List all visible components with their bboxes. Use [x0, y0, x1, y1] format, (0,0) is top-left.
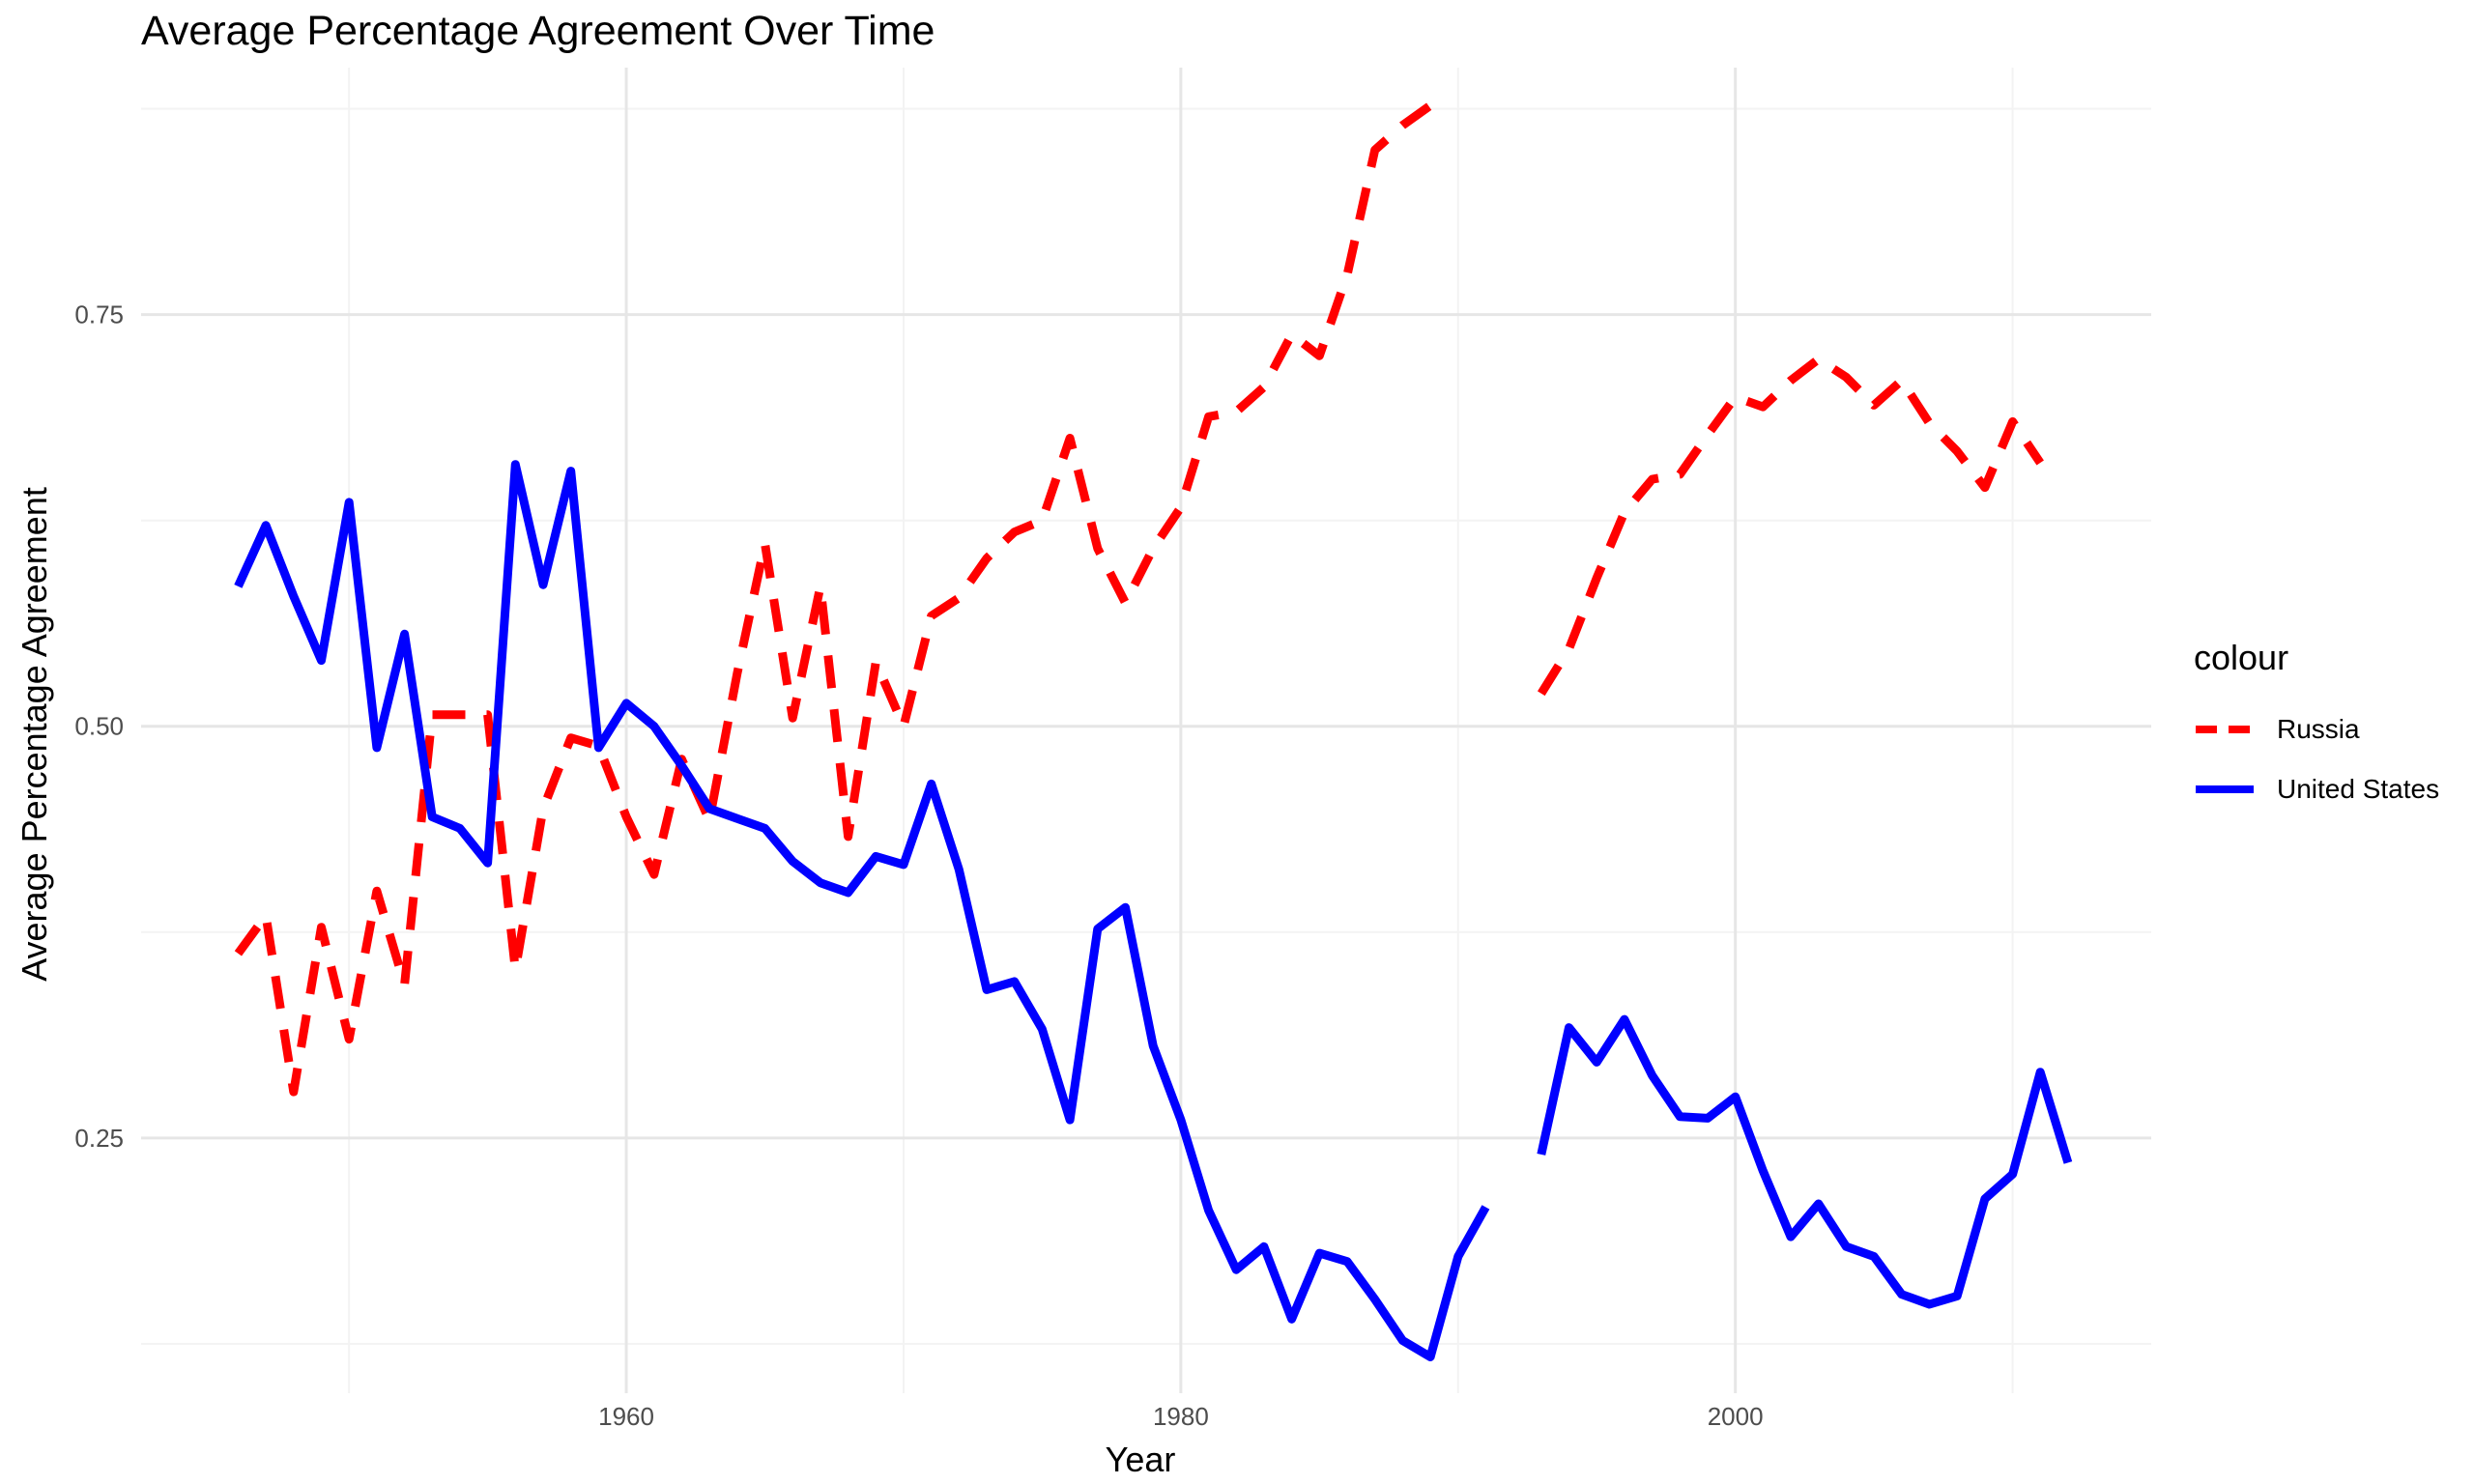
- series-line-united-states: [234, 460, 2073, 1361]
- legend-label-united-states: United States: [2277, 774, 2440, 804]
- legend: colour Russia United States: [2194, 638, 2439, 819]
- x-tick-label: 2000: [1708, 1402, 1764, 1431]
- legend-key-united-states: [2196, 785, 2254, 793]
- legend-title: colour: [2194, 638, 2289, 677]
- x-tick-label: 1980: [1153, 1402, 1209, 1431]
- legend-key-russia: [2196, 726, 2254, 733]
- chart-title: Average Percentage Agreement Over Time: [141, 8, 935, 54]
- y-tick-label: 0.25: [74, 1124, 124, 1153]
- x-axis-title: Year: [1106, 1440, 1176, 1479]
- series-layer: [234, 101, 2073, 1361]
- y-tick-label: 0.50: [74, 712, 124, 741]
- legend-item-united-states: United States: [2194, 759, 2439, 819]
- y-tick-label: 0.75: [74, 300, 124, 329]
- series-line-russia: [234, 101, 2044, 1097]
- legend-label-russia: Russia: [2277, 714, 2360, 744]
- x-tick-label: 1960: [598, 1402, 654, 1431]
- y-tick-labels: 0.25 0.50 0.75: [74, 300, 124, 1153]
- minor-gridlines: [141, 68, 2151, 1393]
- y-axis-title: Average Percentage Agreement: [14, 487, 54, 982]
- major-gridlines: [141, 68, 2151, 1393]
- legend-item-russia: Russia: [2194, 699, 2439, 759]
- x-tick-labels: 1960 1980 2000: [598, 1402, 1763, 1431]
